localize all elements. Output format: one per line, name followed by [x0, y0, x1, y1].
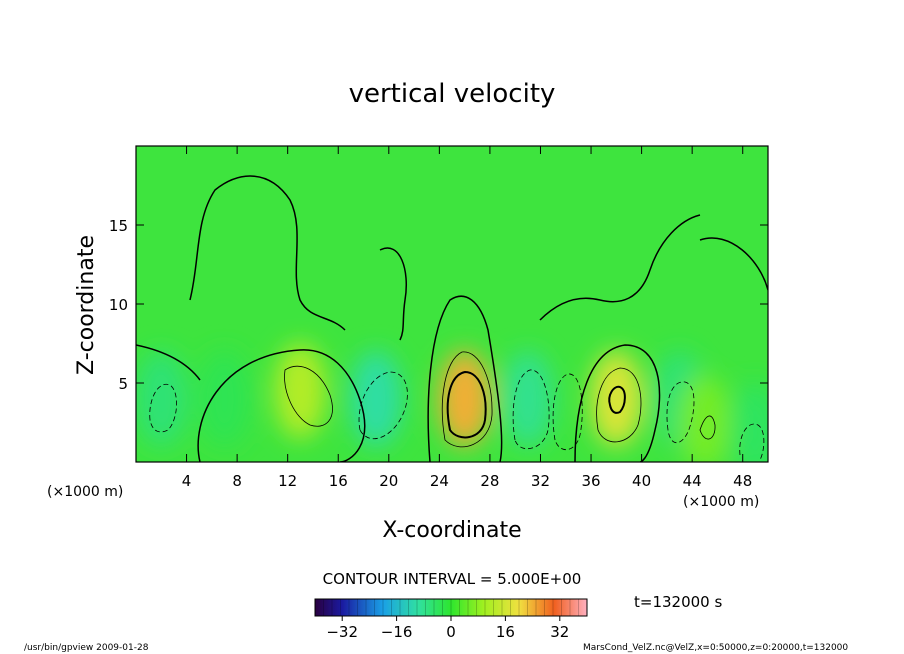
colorbar-tick-label: −16: [381, 623, 413, 641]
x-unit-right: (×1000 m): [683, 494, 759, 510]
footer-left: /usr/bin/gpview 2009-01-28: [24, 643, 149, 653]
contour-line: [284, 365, 333, 427]
contour-line: [699, 415, 716, 440]
heatmap-cell: [198, 350, 251, 447]
contour-line: [427, 295, 503, 462]
contour-line: [596, 367, 642, 443]
colorbar-tick-label: 32: [550, 623, 569, 641]
y-tick-label: 10: [109, 296, 128, 314]
footer-right: MarsCond_VelZ.nc@VelZ,x=0:50000,z=0:2000…: [583, 643, 848, 653]
colorbar-tick-label: 0: [446, 623, 456, 641]
contour-line: [136, 344, 201, 381]
x-axis-label: X-coordinate: [382, 518, 521, 543]
contour-line: [189, 175, 346, 331]
heatmap-cell: [438, 350, 491, 447]
contour-line: [512, 369, 550, 450]
chart-title: vertical velocity: [349, 79, 556, 109]
contour-line: [608, 385, 626, 414]
x-tick-label: 44: [683, 472, 702, 490]
contour-line: [539, 214, 701, 321]
x-tick-label: 40: [632, 472, 651, 490]
contour-line: [446, 370, 487, 439]
contour-line: [739, 423, 765, 461]
x-tick-label: 8: [232, 472, 242, 490]
contour-line: [666, 381, 695, 444]
heatmap-cell: [501, 350, 554, 447]
contour-interval-label: CONTOUR INTERVAL = 5.000E+00: [323, 570, 582, 588]
x-tick-label: 28: [480, 472, 499, 490]
contour-line: [379, 247, 407, 341]
x-tick-label: 16: [329, 472, 348, 490]
colorbar-tick-label: 16: [496, 623, 515, 641]
contour-line: [358, 371, 408, 440]
y-axis-label: Z-coordinate: [74, 235, 99, 375]
heatmap-cell: [350, 350, 403, 447]
heatmap-cell: [274, 342, 327, 439]
contour-line: [441, 351, 493, 448]
contour-line: [149, 383, 177, 433]
heatmap-cell: [136, 350, 188, 447]
x-tick-label: 48: [733, 472, 752, 490]
contour-line: [197, 349, 366, 462]
heatmap-cell: [678, 374, 731, 462]
y-tick-label: 5: [118, 375, 128, 393]
time-label: t=132000 s: [634, 593, 722, 611]
x-tick-label: 36: [581, 472, 600, 490]
contour-line: [552, 373, 583, 450]
colorbar: −32 −16 0 16 32: [314, 598, 588, 641]
x-tick-label: 32: [531, 472, 550, 490]
colorbar-tick-label: −32: [326, 623, 358, 641]
heatmap-cell: [590, 350, 643, 447]
heatmap-cell: [729, 382, 768, 462]
contour-line: [574, 344, 661, 462]
x-tick-label: 24: [430, 472, 449, 490]
x-tick-label: 4: [182, 472, 192, 490]
y-tick-label: 15: [109, 217, 128, 235]
contour-line: [699, 237, 768, 291]
x-unit-left: (×1000 m): [47, 484, 123, 500]
x-tick-label: 20: [379, 472, 398, 490]
x-tick-label: 12: [278, 472, 297, 490]
